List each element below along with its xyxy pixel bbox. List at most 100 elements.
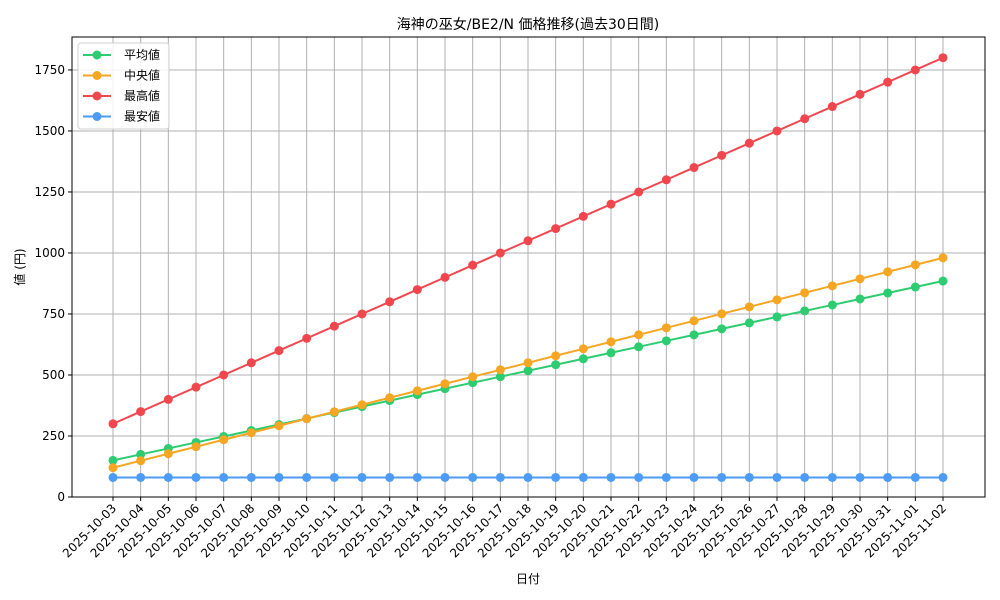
data-point [108, 463, 118, 473]
data-point [717, 309, 727, 319]
data-point [717, 324, 727, 334]
data-point [883, 472, 893, 482]
y-tick-label: 750 [42, 307, 65, 321]
data-point [578, 354, 588, 364]
data-point [855, 294, 865, 304]
data-point [191, 442, 201, 452]
data-point [634, 330, 644, 340]
data-point [191, 472, 201, 482]
data-point [108, 472, 118, 482]
data-point [274, 472, 284, 482]
data-point [468, 372, 478, 382]
data-point [136, 456, 146, 466]
data-point [578, 472, 588, 482]
data-point [108, 455, 118, 465]
data-point [468, 260, 478, 270]
data-point [661, 336, 671, 346]
data-point [551, 360, 561, 370]
data-point [827, 472, 837, 482]
data-point [219, 435, 229, 445]
y-tick-label: 1500 [34, 124, 65, 138]
data-point [744, 472, 754, 482]
data-point [772, 472, 782, 482]
data-point [689, 163, 699, 173]
legend-item: 最安値 [83, 109, 160, 124]
data-point [329, 472, 339, 482]
data-point [551, 224, 561, 234]
data-point [717, 150, 727, 160]
data-point [827, 102, 837, 112]
data-point [910, 282, 920, 292]
data-point [883, 77, 893, 87]
chart-title: 海神の巫女/BE2/N 価格推移(過去30日間) [397, 16, 659, 33]
data-point [412, 386, 422, 396]
data-point [938, 53, 948, 63]
data-point [855, 472, 865, 482]
data-point [357, 309, 367, 319]
data-point [606, 348, 616, 358]
data-point [385, 393, 395, 403]
series-1 [108, 253, 948, 473]
data-point [136, 472, 146, 482]
x-axis-label: 日付 [516, 572, 540, 586]
data-point [800, 306, 810, 316]
data-point [883, 267, 893, 277]
legend-label: 平均値 [124, 47, 160, 62]
data-point [357, 400, 367, 410]
data-point [800, 114, 810, 124]
y-axis-ticks: 0 250 500 750 1000 1250 1500 1750 [34, 63, 72, 504]
legend-box [77, 42, 170, 130]
data-point [689, 316, 699, 326]
data-point [440, 272, 450, 282]
data-series [108, 53, 948, 482]
data-point [108, 419, 118, 429]
data-point [910, 472, 920, 482]
data-point [523, 236, 533, 246]
data-point [606, 337, 616, 347]
data-point [634, 472, 644, 482]
data-point [523, 358, 533, 368]
data-point [578, 211, 588, 221]
legend-label: 最高値 [124, 88, 160, 103]
series-2 [108, 53, 948, 429]
data-point [855, 89, 865, 99]
y-tick-label: 1250 [34, 185, 65, 199]
data-point [634, 187, 644, 197]
data-point [883, 288, 893, 298]
y-tick-label: 1000 [34, 246, 65, 260]
data-point [302, 414, 312, 424]
data-point [136, 449, 146, 459]
y-tick-label: 1750 [34, 63, 65, 77]
data-point [385, 297, 395, 307]
data-point [357, 472, 367, 482]
y-axis-label: 値 (円) [12, 248, 27, 285]
legend-item: 平均値 [83, 47, 160, 62]
data-point [827, 281, 837, 291]
legend-label: 中央値 [124, 68, 160, 83]
data-point [495, 472, 505, 482]
data-point [302, 472, 312, 482]
data-point [772, 312, 782, 322]
legend-marker-icon [92, 50, 102, 60]
data-point [191, 382, 201, 392]
data-point [910, 260, 920, 270]
data-point [717, 472, 727, 482]
data-point [855, 274, 865, 284]
legend-marker-icon [92, 71, 102, 80]
data-point [772, 295, 782, 305]
data-point [495, 372, 505, 382]
data-point [938, 472, 948, 482]
data-point [274, 346, 284, 356]
data-point [440, 379, 450, 389]
legend-marker-icon [92, 112, 102, 121]
data-point [412, 285, 422, 295]
data-point [606, 199, 616, 209]
data-point [689, 330, 699, 340]
data-point [412, 472, 422, 482]
data-point [661, 472, 671, 482]
data-point [938, 276, 948, 286]
data-point [661, 323, 671, 333]
data-point [800, 288, 810, 298]
